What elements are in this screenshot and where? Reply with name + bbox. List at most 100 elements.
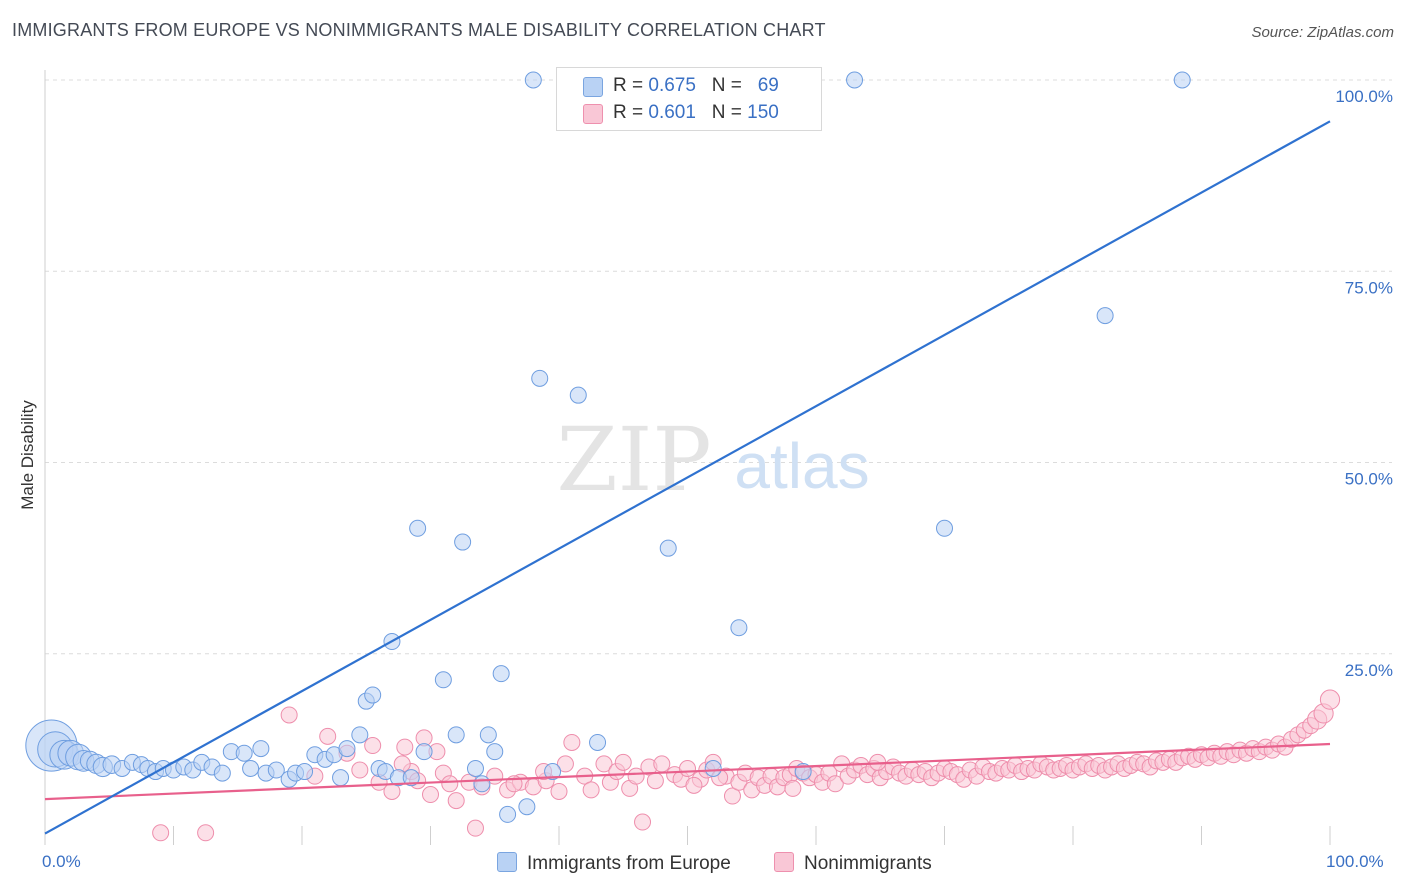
immigrant-point [454,533,472,551]
n-label: N = [711,102,748,123]
legend-label: Nonimmigrants [804,853,932,874]
y-tick-label: 75.0% [1345,278,1393,297]
immigrant-point [242,760,260,777]
nonimmigrant-point [447,792,465,810]
watermark-atlas: atlas [734,430,869,502]
immigrant-point [235,744,253,762]
y-tick-label: 50.0% [1345,470,1393,489]
immigrant-point [364,686,382,704]
immigrant-point [486,743,504,761]
nonimmigrant-point [351,761,369,779]
bottom-legend-nonimmigrants: Nonimmigrants [774,852,932,875]
nonimmigrant-point [556,755,574,773]
immigrant-point [730,619,748,637]
n-value: 150 [747,102,779,123]
immigrant-point [479,726,497,744]
legend-swatch-blue [583,77,603,97]
immigrant-point [936,519,953,537]
nonimmigrant-point [582,781,600,799]
nonimmigrant-point [627,767,645,785]
nonimmigrant-point [784,779,802,797]
immigrant-point [846,71,864,89]
correlation-legend: R = 0.675 N = 69 R = 0.601 N = 150 [556,67,822,131]
nonimmigrant-point [679,760,696,777]
gridlines [45,79,1392,655]
legend-swatch-pink [583,104,603,124]
r-label: R = [613,75,649,96]
legend-swatch-pink [774,852,794,872]
legend-text: R = 0.675 N = 69 [613,75,779,97]
immigrant-point [473,775,491,793]
nonimmigrant-point [646,772,664,790]
nonimmigrant-point [563,733,581,751]
immigrant-point [351,726,369,744]
legend-label: Immigrants from Europe [527,853,731,874]
nonimmigrant-point [634,813,652,831]
immigrant-point [252,740,270,758]
immigrant-point [1096,307,1114,325]
immigrant-point [434,671,452,689]
y-tick-label: 25.0% [1345,661,1393,680]
nonimmigrant-point [319,727,337,745]
immigrant-point [415,743,433,761]
immigrant-point [492,665,510,683]
immigrant-point [524,71,542,89]
immigrant-point [518,798,536,816]
trend-lines [44,120,1331,835]
nonimmigrant-point [614,753,632,771]
r-value: 0.601 [648,102,696,123]
immigrant-point [332,769,350,787]
immigrant-point [589,733,607,751]
immigrants-points [25,71,1191,823]
nonimmigrant-point [396,738,414,756]
immigrant-point [402,769,420,787]
immigrant-point [531,369,549,387]
r-label: R = [613,102,649,123]
nonimmigrant-point [441,775,459,793]
y-tick-label: 100.0% [1335,87,1393,106]
watermark: ZIP atlas [556,408,869,511]
nonimmigrant-point [653,755,671,773]
source-label: Source: ZipAtlas.com [1251,24,1394,41]
immigrants-trend-line [44,120,1331,835]
immigrant-point [447,726,465,744]
immigrant-point [267,761,285,779]
immigrant-point [296,763,314,781]
nonimmigrant-point [364,737,382,755]
axes [44,70,1331,845]
nonimmigrant-point [422,786,439,804]
r-value: 0.675 [648,75,696,96]
immigrant-point [338,740,356,758]
immigrant-point [409,519,427,537]
nonimmigrant-point [550,782,568,800]
nonimmigrant-point [826,775,844,793]
nonimmigrants-points [152,689,1341,842]
immigrant-point [569,386,587,404]
legend-text: R = 0.601 N = 150 [613,102,779,124]
immigrant-point [213,764,231,782]
immigrant-point [1173,71,1191,89]
x-tick-label-max: 100.0% [1326,852,1384,871]
n-label: N = [711,75,748,96]
bottom-legend-immigrants: Immigrants from Europe [497,852,731,875]
nonimmigrant-point [1319,689,1341,710]
nonimmigrant-point [723,787,741,805]
n-value: 69 [757,75,779,96]
immigrant-point [704,760,722,777]
immigrant-point [659,539,677,557]
watermark-zip: ZIP [556,408,711,511]
immigrant-point [544,763,562,781]
nonimmigrant-point [685,776,703,794]
nonimmigrant-point [595,755,613,773]
nonimmigrant-point [466,819,484,837]
immigrant-point [499,805,517,823]
nonimmigrant-point [280,706,298,724]
immigrant-point [466,760,484,777]
nonimmigrant-point [197,824,215,842]
nonimmigrants-trend-line [44,742,1331,801]
y-tick-labels: 25.0% 50.0% 75.0% 100.0% [1335,87,1393,680]
legend-swatch-blue [497,852,517,872]
nonimmigrant-point [152,824,170,842]
x-tick-label-min: 0.0% [42,852,81,871]
